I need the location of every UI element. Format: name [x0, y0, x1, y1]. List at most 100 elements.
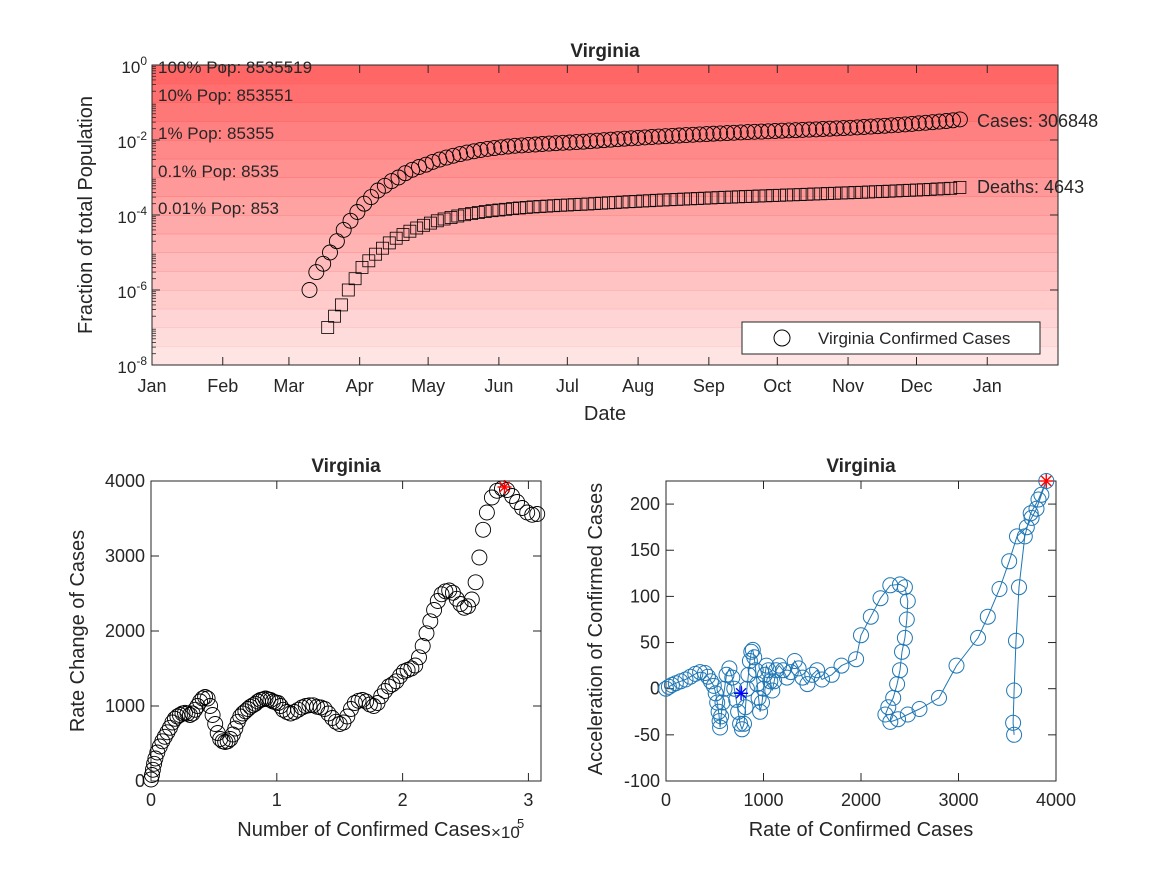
acceleration-point [823, 666, 840, 683]
acceleration-point [970, 629, 986, 646]
acceleration-point [1016, 528, 1033, 545]
acceleration-point [833, 657, 850, 674]
deaths-point [547, 199, 561, 213]
rate-change-point [422, 613, 439, 630]
y-tick-label-text: 10-6 [117, 279, 147, 302]
rate-change-point [509, 494, 526, 510]
acceleration-point [716, 680, 733, 697]
deaths-point [458, 208, 472, 222]
deaths-point [526, 200, 540, 214]
population-band [152, 140, 1058, 160]
bottom-right-plot-frame [665, 480, 1057, 782]
rate-change-point [192, 693, 209, 710]
acceleration-point [677, 671, 694, 688]
population-band [152, 271, 1058, 291]
deaths-point [752, 189, 766, 203]
deaths-point [560, 198, 574, 212]
x-tick-label: Nov [832, 376, 864, 396]
bottom-left-axis-ticks: 0 1 2 3 0 1000 2000 3000 4000 [105, 471, 541, 810]
acceleration-point [1009, 528, 1025, 545]
cases-point [821, 120, 838, 137]
y-tick-label: 2000 [105, 621, 145, 641]
x-tick-label: Jan [137, 376, 166, 396]
acceleration-point [744, 641, 761, 658]
cases-point [630, 129, 647, 146]
cases-point [842, 119, 859, 136]
rate-change-point [222, 731, 239, 747]
rate-change-point [227, 720, 244, 737]
y-tick-label-text: 10-8 [117, 354, 147, 377]
rate-change-point [197, 689, 214, 705]
acceleration-point [1022, 505, 1039, 522]
deaths-point [465, 207, 478, 221]
deaths-point [485, 204, 499, 218]
x-exponent-base: ×10 [491, 823, 520, 842]
cases-point [397, 165, 414, 182]
rate-change-point [207, 716, 224, 732]
cases-point [746, 123, 763, 140]
acceleration-point [872, 590, 889, 607]
x-tick-label: Jun [484, 376, 513, 396]
deaths-point [321, 321, 335, 334]
rate-change-point [529, 506, 546, 522]
acceleration-point [710, 703, 727, 720]
deaths-point [841, 186, 855, 200]
deaths-point [622, 195, 636, 209]
rate-change-point [444, 584, 461, 601]
deaths-point [567, 198, 581, 212]
bottom-right-chart-title: Virginia [826, 456, 896, 477]
deaths-point [444, 211, 458, 224]
rate-change-point [335, 714, 352, 731]
deaths-point [389, 231, 403, 245]
bottom-right-chart: 0 1000 2000 3000 4000 -100 -50 0 50 100 150 200 Vir… [585, 456, 1076, 841]
population-band-label: 0.01% Pop: 853 [158, 199, 279, 218]
cases-point [417, 156, 434, 173]
rate-change-point [187, 701, 203, 718]
rate-change-point [144, 761, 161, 778]
acceleration-point [892, 576, 908, 593]
y-tick-label: 4000 [105, 471, 145, 491]
top-chart: 100% Pop: 8535519 10% Pop: 853551 1% Pop: … [75, 41, 1098, 425]
acceleration-point [809, 662, 826, 679]
legend-entry: Virginia Confirmed Cases [818, 329, 1010, 348]
acceleration-point [754, 694, 770, 711]
rate-change-point [524, 506, 541, 523]
deaths-point [677, 192, 691, 206]
population-band [152, 158, 1058, 178]
x-tick-label: Aug [622, 376, 654, 396]
acceleration-point [757, 666, 773, 683]
y-tick-label-text: 100 [121, 54, 147, 77]
rate-change-point [418, 625, 435, 642]
acceleration-point [786, 653, 803, 669]
cases-point [643, 129, 660, 145]
population-band [152, 252, 1058, 272]
deaths-point [581, 197, 595, 211]
legend-box [741, 321, 1041, 355]
bottom-right-x-axis-label: Rate of Confirmed Cases [749, 819, 974, 841]
population-band [152, 196, 1058, 216]
x-tick-label: Dec [901, 376, 933, 396]
deaths-point [711, 191, 725, 205]
population-band [152, 215, 1058, 235]
deaths-point [334, 298, 348, 312]
top-chart-title: Virginia [570, 41, 640, 62]
deaths-point [403, 224, 417, 238]
population-band [152, 233, 1058, 253]
y-tick-label: 200 [630, 494, 660, 514]
rate-change-point [475, 521, 492, 538]
deaths-point [739, 190, 752, 203]
acceleration-point [1038, 473, 1055, 489]
top-axis-ticks [151, 64, 1058, 366]
rate-change-point [358, 693, 375, 710]
y-tick-label: -50 [634, 725, 660, 745]
acceleration-point [721, 660, 738, 677]
y-tick-label-text: 10-4 [117, 204, 147, 227]
deaths-point [923, 182, 937, 196]
acceleration-series [658, 473, 1055, 743]
cases-point [664, 127, 681, 144]
latest-point-marker [1039, 474, 1054, 488]
deaths-point [595, 196, 608, 210]
acceleration-point [726, 680, 743, 697]
population-band [152, 290, 1058, 310]
rate-change-point [212, 731, 229, 747]
